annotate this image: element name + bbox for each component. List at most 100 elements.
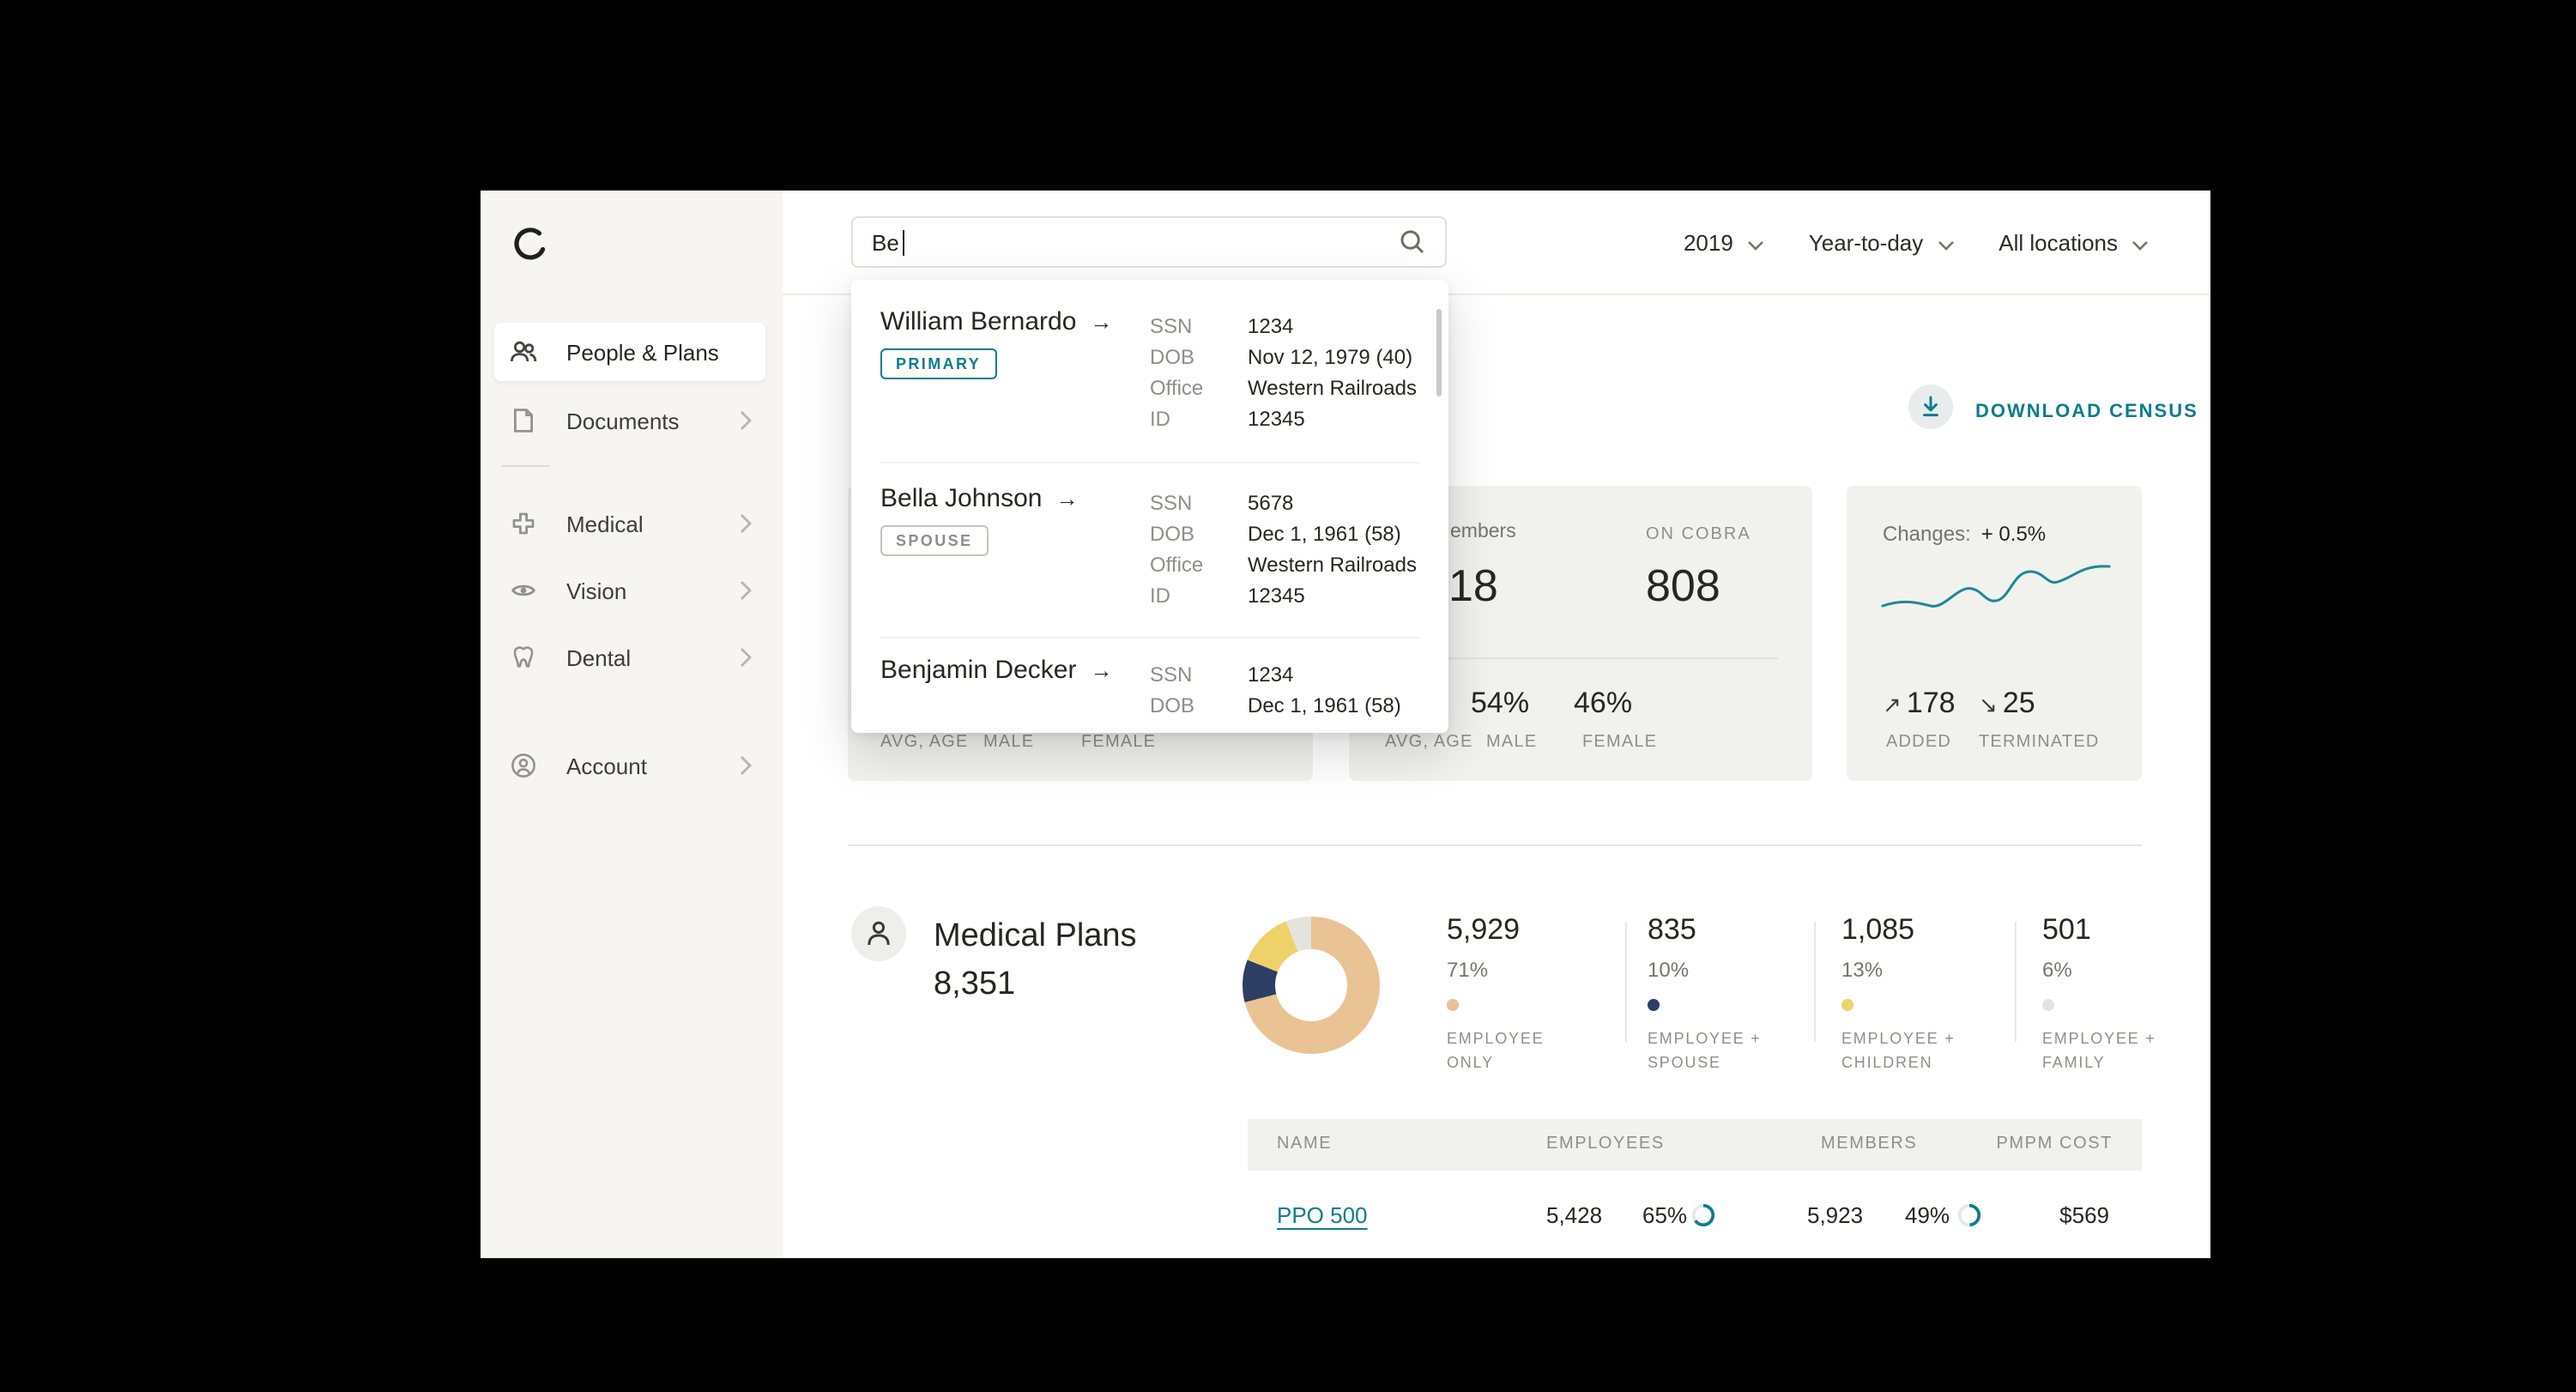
chevron-right-icon — [740, 580, 752, 601]
changes-sparkline — [1881, 565, 2111, 608]
document-icon — [510, 407, 537, 434]
medical-plans-donut — [1243, 917, 1380, 1054]
legend-separator — [1814, 922, 1816, 1042]
legend-value: 835 — [1648, 913, 1696, 946]
chevron-right-icon — [740, 755, 752, 776]
on-cobra-label: ON COBRA — [1646, 525, 1751, 544]
chevron-down-icon — [1937, 230, 1954, 256]
members-arc-indicator — [1956, 1201, 1982, 1227]
added-value: ↗ 178 — [1883, 687, 1956, 719]
search-value: Be — [872, 229, 899, 255]
result-divider — [880, 637, 1419, 639]
medical-plans-total: 8,351 — [934, 966, 1016, 1002]
chevron-down-icon — [1747, 230, 1764, 256]
legend-employee-children: 1,085 13% EMPLOYEE + CHILDREN — [1841, 913, 2013, 1074]
result-details: SSN 5678 DOB Dec 1, 1961 (58) Office Wester… — [1150, 491, 1417, 608]
search-result-bella-johnson[interactable]: Bella Johnson → SPOUSE SSN 5678 DOB Dec 1,… — [880, 484, 1424, 632]
changes-value: + 0.5% — [1980, 522, 2047, 546]
avg-age-label: AVG, AGE — [1385, 733, 1473, 752]
terminated-label: TERMINATED — [1979, 733, 2100, 752]
employees-count: 5,428 — [1546, 1201, 1603, 1227]
trend-up-icon: ↗ — [1883, 692, 1902, 717]
col-name: NAME — [1277, 1135, 1333, 1153]
legend-separator — [2015, 922, 2017, 1042]
download-census-button[interactable]: DOWNLOAD CENSUS — [1908, 384, 2198, 438]
pmpm-cost: $569 — [2059, 1201, 2109, 1227]
female-label: FEMALE — [1081, 733, 1157, 752]
year-filter[interactable]: 2019 — [1684, 230, 1764, 256]
location-filter[interactable]: All locations — [1999, 230, 2149, 256]
relationship-badge: SPOUSE — [880, 525, 989, 556]
legend-label: EMPLOYEE ONLY — [1447, 1030, 1545, 1071]
legend-dot — [1841, 999, 1853, 1011]
search-input[interactable]: Be — [851, 216, 1447, 268]
sidebar-item-vision[interactable]: Vision — [494, 563, 765, 618]
sidebar-item-people-plans[interactable]: People & Plans — [494, 323, 765, 381]
sidebar-item-documents[interactable]: Documents — [494, 393, 765, 448]
card-divider — [1385, 657, 1778, 659]
members-label-fragment: embers — [1450, 522, 1516, 542]
relationship-badge: PRIMARY — [880, 348, 997, 379]
legend-percent: 6% — [2042, 958, 2072, 982]
male-percent: 54% — [1471, 687, 1530, 719]
female-percent: 46% — [1574, 687, 1633, 719]
scrollbar[interactable] — [1436, 309, 1442, 396]
plans-table: NAME EMPLOYEES MEMBERS PMPM COST PPO 500… — [1248, 1119, 2142, 1258]
sidebar-item-dental[interactable]: Dental — [494, 630, 765, 685]
search-result-benjamin-decker[interactable]: Benjamin Decker → SSN 1234 DOB Dec 1, 1961… — [880, 656, 1424, 733]
arrow-right-icon: → — [1055, 486, 1079, 511]
sidebar-item-medical[interactable]: Medical — [494, 496, 765, 551]
result-details: SSN 1234 DOB Nov 12, 1979 (40) Office Weste… — [1150, 314, 1417, 431]
plan-link[interactable]: PPO 500 — [1277, 1201, 1368, 1227]
brand-logo-icon — [511, 225, 549, 263]
arrow-right-icon: → — [1090, 309, 1113, 335]
avg-age-label: AVG, AGE — [880, 733, 969, 752]
table-row[interactable]: PPO 500 5,428 65% 5,923 49% — [1248, 1171, 2142, 1258]
account-icon — [510, 752, 537, 779]
sidebar-item-label: Vision — [566, 578, 627, 603]
period-filter[interactable]: Year-to-day — [1809, 230, 1954, 256]
topbar: Be 2019 — [783, 191, 2210, 295]
search-result-william-bernardo[interactable]: William Bernardo → PRIMARY SSN 1234 DOB No… — [880, 307, 1424, 455]
plans-table-header: NAME EMPLOYEES MEMBERS PMPM COST — [1248, 1119, 2142, 1171]
search-icon — [1399, 228, 1426, 256]
medical-cross-icon — [510, 510, 537, 537]
sidebar-item-account[interactable]: Account — [494, 738, 765, 793]
main-content: Be 2019 — [783, 191, 2210, 1258]
arrow-right-icon: → — [1090, 657, 1113, 683]
legend-value: 501 — [2042, 913, 2091, 946]
sidebar-item-label: Dental — [566, 645, 632, 670]
result-name: Benjamin Decker → — [880, 656, 1113, 685]
members-percent: 49% — [1905, 1201, 1950, 1227]
added-label: ADDED — [1886, 733, 1952, 752]
legend-dot — [1447, 999, 1459, 1011]
legend-value: 1,085 — [1841, 913, 1915, 946]
male-label: MALE — [983, 733, 1035, 752]
legend-label: EMPLOYEE + SPOUSE — [1648, 1030, 1762, 1071]
changes-label: Changes: — [1883, 522, 1971, 546]
members-count: 5,923 — [1807, 1201, 1864, 1227]
eye-icon — [510, 577, 537, 604]
terminated-value: ↘ 25 — [1979, 687, 2035, 719]
sidebar: People & Plans Documents — [481, 191, 783, 1258]
filter-bar: 2019 Year-to-day All locations — [1684, 191, 2149, 295]
chevron-right-icon — [740, 513, 752, 534]
employees-percent: 65% — [1642, 1201, 1688, 1227]
sidebar-item-label: Documents — [566, 408, 680, 433]
chevron-right-icon — [740, 647, 752, 668]
year-filter-label: 2019 — [1683, 230, 1733, 256]
people-icon — [510, 338, 537, 366]
members-value-fragment: 18 — [1448, 560, 1498, 611]
legend-dot — [2042, 999, 2054, 1011]
trend-down-icon: ↘ — [1979, 692, 1998, 717]
result-divider — [880, 462, 1419, 463]
medical-plans-title: Medical Plans — [934, 918, 1137, 954]
col-members: MEMBERS — [1821, 1135, 1918, 1153]
download-icon — [1908, 384, 1953, 438]
result-details: SSN 1234 DOB Dec 1, 1961 (58) — [1150, 663, 1401, 717]
legend-separator — [1625, 922, 1627, 1042]
legend-value: 5,929 — [1447, 913, 1521, 946]
app-window: People & Plans Documents — [481, 191, 2210, 1258]
col-employees: EMPLOYEES — [1546, 1135, 1665, 1153]
